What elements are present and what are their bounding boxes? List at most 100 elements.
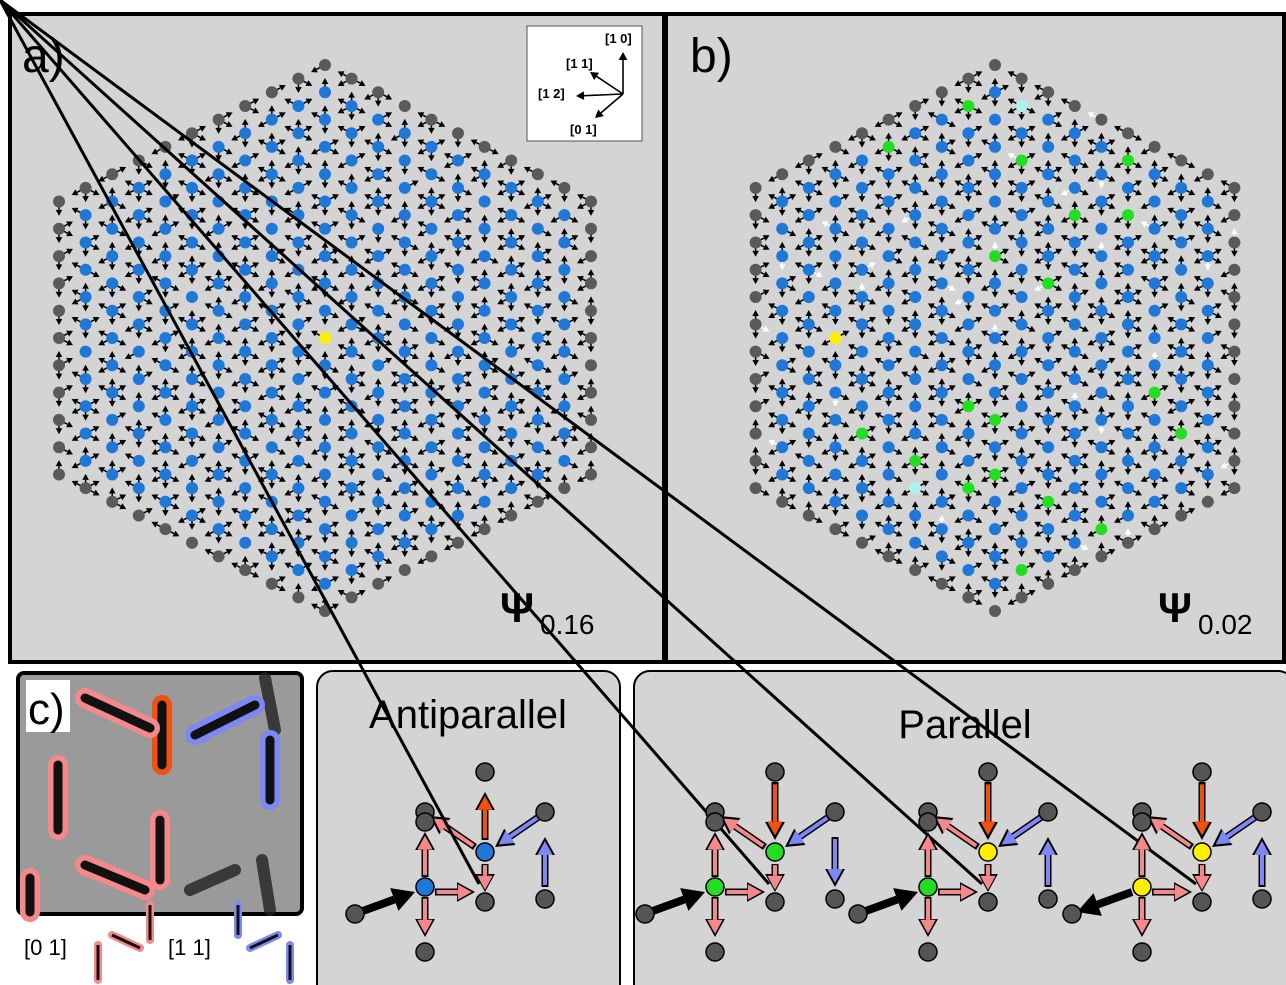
vertex xyxy=(1228,373,1240,385)
vertex xyxy=(883,523,895,535)
vertex xyxy=(532,168,544,180)
vertex xyxy=(213,114,225,126)
vertex xyxy=(776,387,788,399)
vertex xyxy=(319,414,331,426)
vertex xyxy=(266,523,278,535)
vertex xyxy=(266,332,278,344)
vertex xyxy=(292,591,304,603)
vertex xyxy=(479,332,491,344)
vertex xyxy=(1095,550,1107,562)
vertex xyxy=(829,168,841,180)
vertex xyxy=(1228,209,1240,221)
vertex xyxy=(133,509,145,521)
vertex xyxy=(585,332,597,344)
vertex xyxy=(479,469,491,481)
vertex xyxy=(476,893,494,911)
vertex xyxy=(750,455,762,467)
vertex xyxy=(558,182,570,194)
vertex xyxy=(909,509,921,521)
vertex xyxy=(1069,182,1081,194)
vertex xyxy=(989,578,1001,590)
vertex xyxy=(909,400,921,412)
vertex xyxy=(856,455,868,467)
vertex xyxy=(159,523,171,535)
vertex xyxy=(1042,414,1054,426)
vertex xyxy=(106,223,118,235)
vertex xyxy=(1122,127,1134,139)
vertex xyxy=(883,196,895,208)
vertex xyxy=(80,346,92,358)
vertex xyxy=(1122,482,1134,494)
vertex xyxy=(213,223,225,235)
vertex xyxy=(979,843,997,861)
vertex xyxy=(425,523,437,535)
vertex xyxy=(1202,387,1214,399)
axis-label: [1 0] xyxy=(605,31,632,46)
vertex xyxy=(186,428,198,440)
vertex xyxy=(856,509,868,521)
vertex xyxy=(856,291,868,303)
vertex xyxy=(476,843,494,861)
vertex xyxy=(936,114,948,126)
vertex xyxy=(1228,400,1240,412)
vertex xyxy=(1175,373,1187,385)
vertex xyxy=(1149,168,1161,180)
vertex xyxy=(106,168,118,180)
vertex xyxy=(346,905,364,923)
vertex xyxy=(1175,509,1187,521)
vertex xyxy=(319,387,331,399)
vertex xyxy=(936,86,948,98)
vertex xyxy=(936,441,948,453)
vertex xyxy=(856,127,868,139)
vertex xyxy=(292,455,304,467)
vertex xyxy=(266,414,278,426)
vertex xyxy=(1042,469,1054,481)
vertex xyxy=(346,291,358,303)
vertex xyxy=(425,250,437,262)
vertex xyxy=(883,223,895,235)
vertex xyxy=(909,346,921,358)
vertex xyxy=(989,550,1001,562)
vertex xyxy=(319,469,331,481)
vertex xyxy=(585,250,597,262)
vertex xyxy=(1149,196,1161,208)
vertex xyxy=(856,182,868,194)
vertex xyxy=(989,496,1001,508)
panel-label: c) xyxy=(28,685,65,734)
vertex xyxy=(1016,236,1028,248)
vertex xyxy=(452,155,464,167)
rod xyxy=(262,860,270,910)
vertex xyxy=(585,414,597,426)
vertex xyxy=(186,455,198,467)
vertex xyxy=(962,591,974,603)
vertex xyxy=(452,346,464,358)
vertex xyxy=(266,359,278,371)
vertex xyxy=(856,400,868,412)
vertex xyxy=(989,223,1001,235)
vertex xyxy=(319,496,331,508)
vertex xyxy=(346,346,358,358)
vertex xyxy=(1095,523,1107,535)
vertex xyxy=(452,209,464,221)
vertex xyxy=(936,387,948,399)
vertex xyxy=(989,59,1001,71)
vertex xyxy=(1202,250,1214,262)
vertex xyxy=(1122,428,1134,440)
vertex xyxy=(750,209,762,221)
vertex xyxy=(776,223,788,235)
vertex xyxy=(319,441,331,453)
vertex xyxy=(750,318,762,330)
vertex xyxy=(1069,100,1081,112)
vertex xyxy=(399,155,411,167)
vertex xyxy=(962,155,974,167)
vertex xyxy=(936,305,948,317)
vertex xyxy=(1253,890,1271,908)
vertex xyxy=(346,482,358,494)
vertex xyxy=(505,209,517,221)
vertex xyxy=(883,332,895,344)
vertex xyxy=(1175,400,1187,412)
vertex xyxy=(1069,209,1081,221)
vertex xyxy=(346,155,358,167)
vertex xyxy=(1228,346,1240,358)
vertex xyxy=(505,291,517,303)
